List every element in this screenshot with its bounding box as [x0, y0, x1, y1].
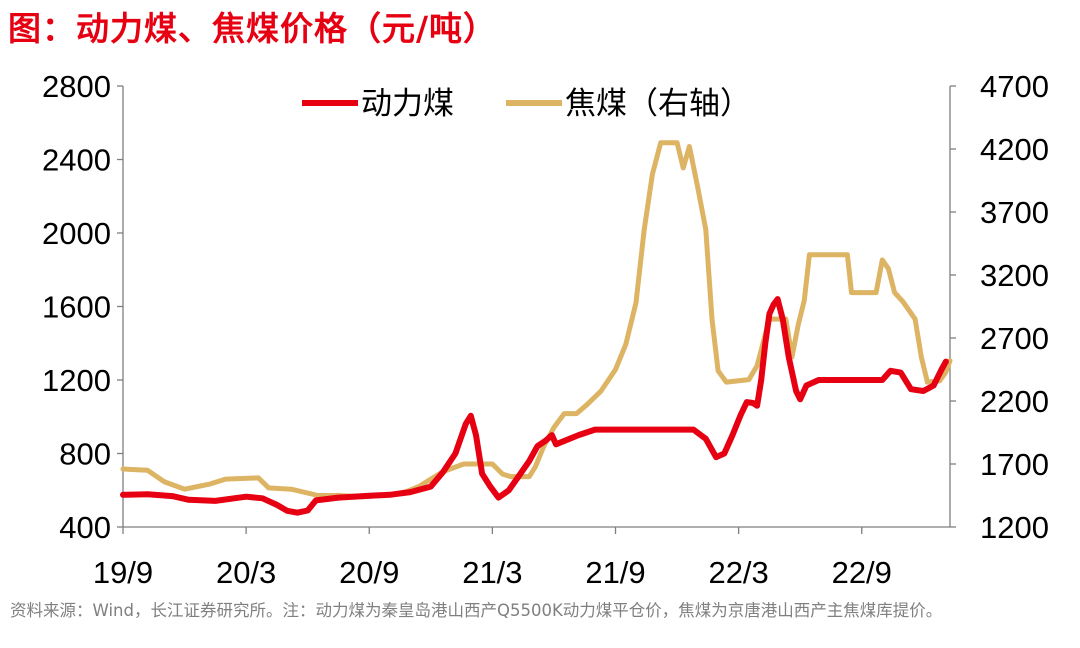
right-y-tick-label: 4700	[980, 69, 1049, 104]
left-y-tick-label: 800	[59, 437, 111, 472]
line-chart: 400 800 1200 1600 2000 2400 2800 1200 1700 2200 27…	[42, 69, 1049, 590]
left-y-tick-label: 400	[59, 510, 111, 545]
thermal-coal-line	[120, 296, 949, 516]
x-tick-label: 20/3	[216, 555, 276, 590]
legend-label-thermal: 动力煤	[361, 86, 454, 122]
right-y-tick-label: 2700	[980, 321, 1049, 356]
x-tick-label: 22/9	[832, 555, 892, 590]
left-y-tick-label: 2400	[42, 143, 111, 178]
legend-label-coking: 焦煤（右轴）	[565, 86, 751, 122]
figure-title: 图：动力煤、焦煤价格（元/吨）	[8, 9, 498, 48]
right-y-tick-label: 1200	[980, 510, 1049, 545]
left-y-tick-label: 2000	[42, 216, 111, 251]
right-y-tick-label: 4200	[980, 132, 1049, 167]
right-y-tick-label: 2200	[980, 384, 1049, 419]
left-y-tick-label: 1200	[42, 363, 111, 398]
series-layer	[120, 140, 953, 516]
right-y-tick-label: 1700	[980, 447, 1049, 482]
chart-legend: 动力煤 焦煤（右轴）	[302, 86, 751, 122]
x-tick-label: 22/3	[708, 555, 768, 590]
right-y-tick-label: 3200	[980, 258, 1049, 293]
chart-axes: 400 800 1200 1600 2000 2400 2800 1200 1700 2200 27…	[42, 69, 1049, 590]
right-y-tick-label: 3700	[980, 195, 1049, 230]
left-y-tick-label: 1600	[42, 290, 111, 325]
left-y-tick-label: 2800	[42, 69, 111, 104]
x-tick-label: 20/9	[339, 555, 399, 590]
x-tick-label: 21/9	[585, 555, 645, 590]
x-tick-label: 21/3	[462, 555, 522, 590]
x-tick-label: 19/9	[93, 555, 153, 590]
source-note: 资料来源：Wind，长江证券研究所。注：动力煤为秦皇岛港山西产Q5500K动力煤…	[10, 601, 943, 620]
